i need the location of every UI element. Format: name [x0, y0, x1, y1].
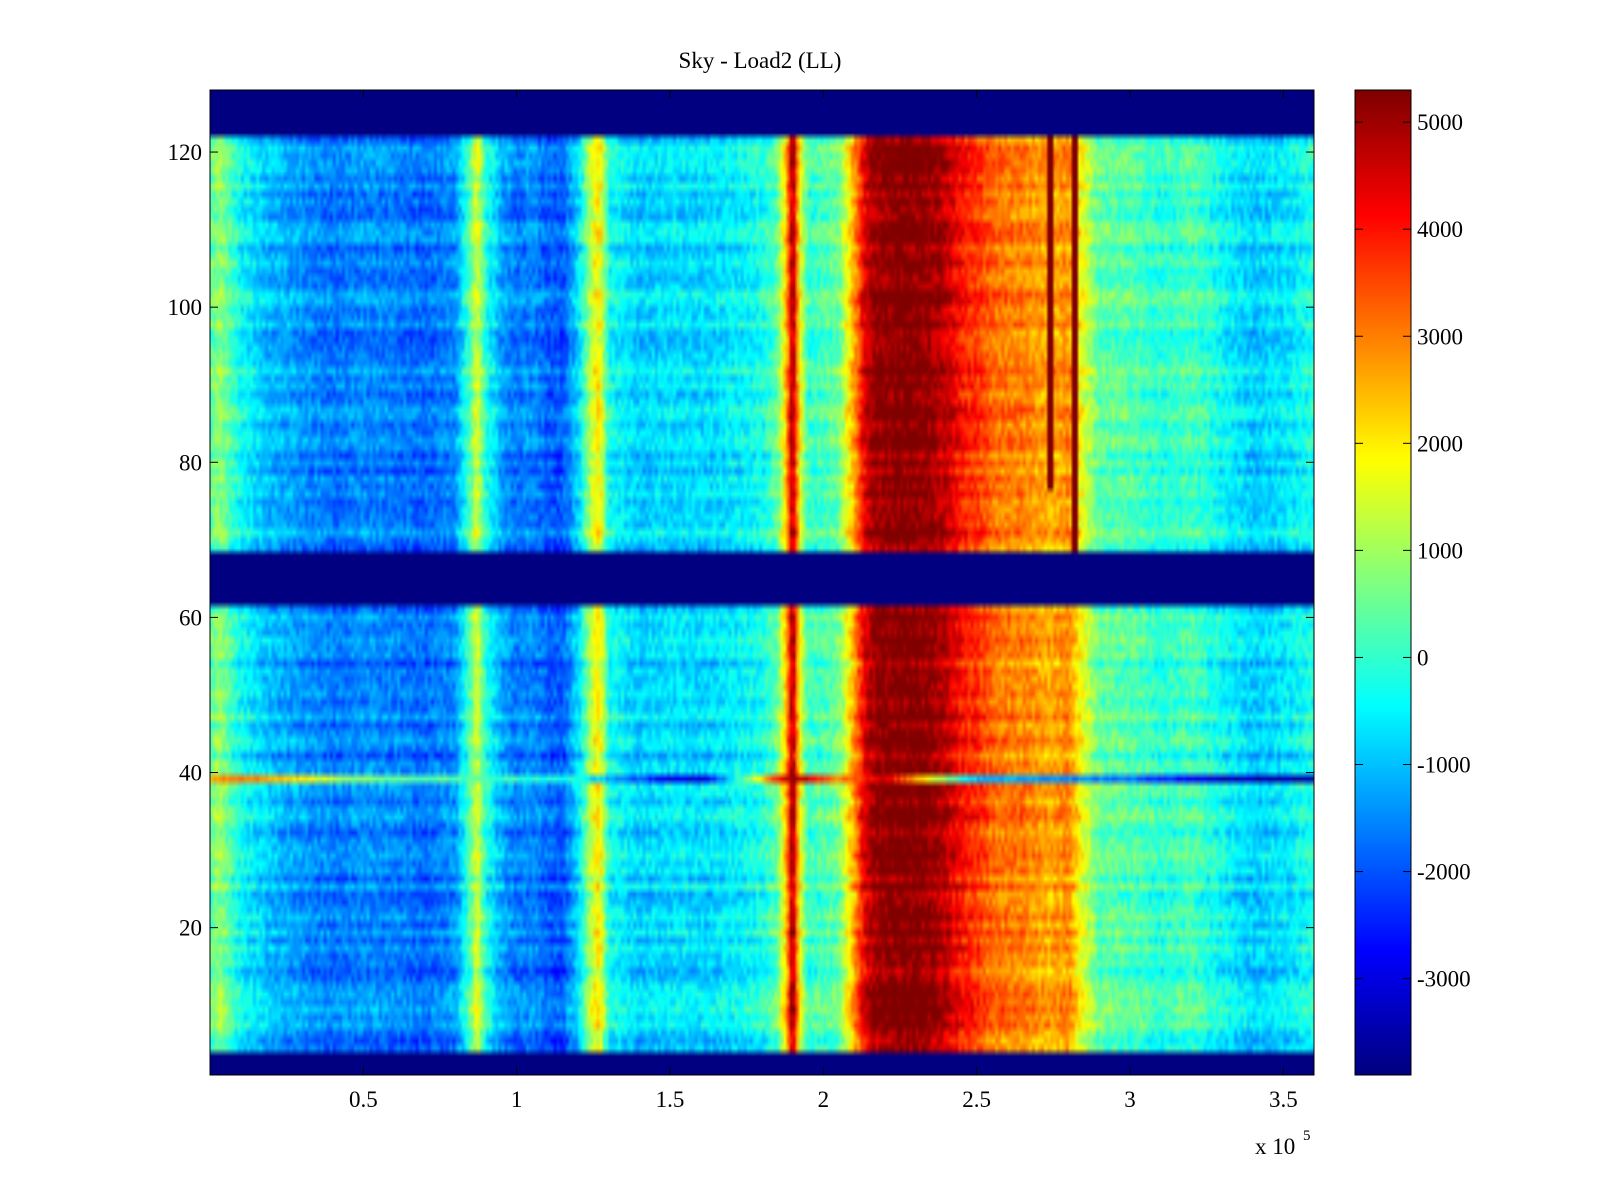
y-tick-label: 20: [179, 916, 202, 941]
heatmap-image: [210, 90, 1314, 1075]
colorbar-tick-label: 0: [1417, 645, 1429, 670]
x-tick-label: 2.5: [962, 1087, 991, 1112]
colorbar-tick-label: -1000: [1417, 753, 1471, 778]
chart-title: Sky - Load2 (LL): [679, 48, 842, 73]
y-axis-ticks: 20 40 60 80 100 120: [168, 140, 1314, 941]
colorbar-tick-label: 2000: [1417, 431, 1463, 456]
plot-area: [209, 89, 1315, 1076]
y-tick-label: 100: [168, 295, 203, 320]
y-tick-label: 60: [179, 605, 202, 630]
colorbar-tick-label: 5000: [1417, 110, 1463, 135]
colorbar-frame: [1354, 89, 1412, 1076]
plot-frame: [209, 89, 1315, 1076]
y-tick-label: 40: [179, 761, 202, 786]
y-tick-label: 120: [168, 140, 203, 165]
colorbar-tick-label: 3000: [1417, 324, 1463, 349]
x-axis-ticks: 0.5 1 1.5 2 2.5 3 3.5: [349, 90, 1298, 1112]
x-multiplier-label: x 10: [1255, 1134, 1295, 1159]
x-tick-label: 2: [818, 1087, 830, 1112]
colorbar-tick-label: 1000: [1417, 538, 1463, 563]
colorbar-tick-label: -2000: [1417, 860, 1471, 885]
colorbar-image: [1355, 90, 1411, 1075]
colorbar-tick-label: -3000: [1417, 967, 1471, 992]
x-tick-label: 3.5: [1269, 1087, 1298, 1112]
x-multiplier-exponent: 5: [1303, 1128, 1311, 1144]
y-tick-label: 80: [179, 450, 202, 475]
x-tick-label: 1.5: [656, 1087, 685, 1112]
colorbar-tick-label: 4000: [1417, 217, 1463, 242]
colorbar: -3000 -2000 -1000 0 1000 2000 3000 4000 5000: [1354, 89, 1471, 1076]
colorbar-ticks: -3000 -2000 -1000 0 1000 2000 3000 4000 5000: [1355, 110, 1471, 992]
x-tick-label: 0.5: [349, 1087, 378, 1112]
x-multiplier: x 10 5: [1255, 1128, 1311, 1159]
x-tick-label: 3: [1124, 1087, 1136, 1112]
x-tick-label: 1: [511, 1087, 523, 1112]
